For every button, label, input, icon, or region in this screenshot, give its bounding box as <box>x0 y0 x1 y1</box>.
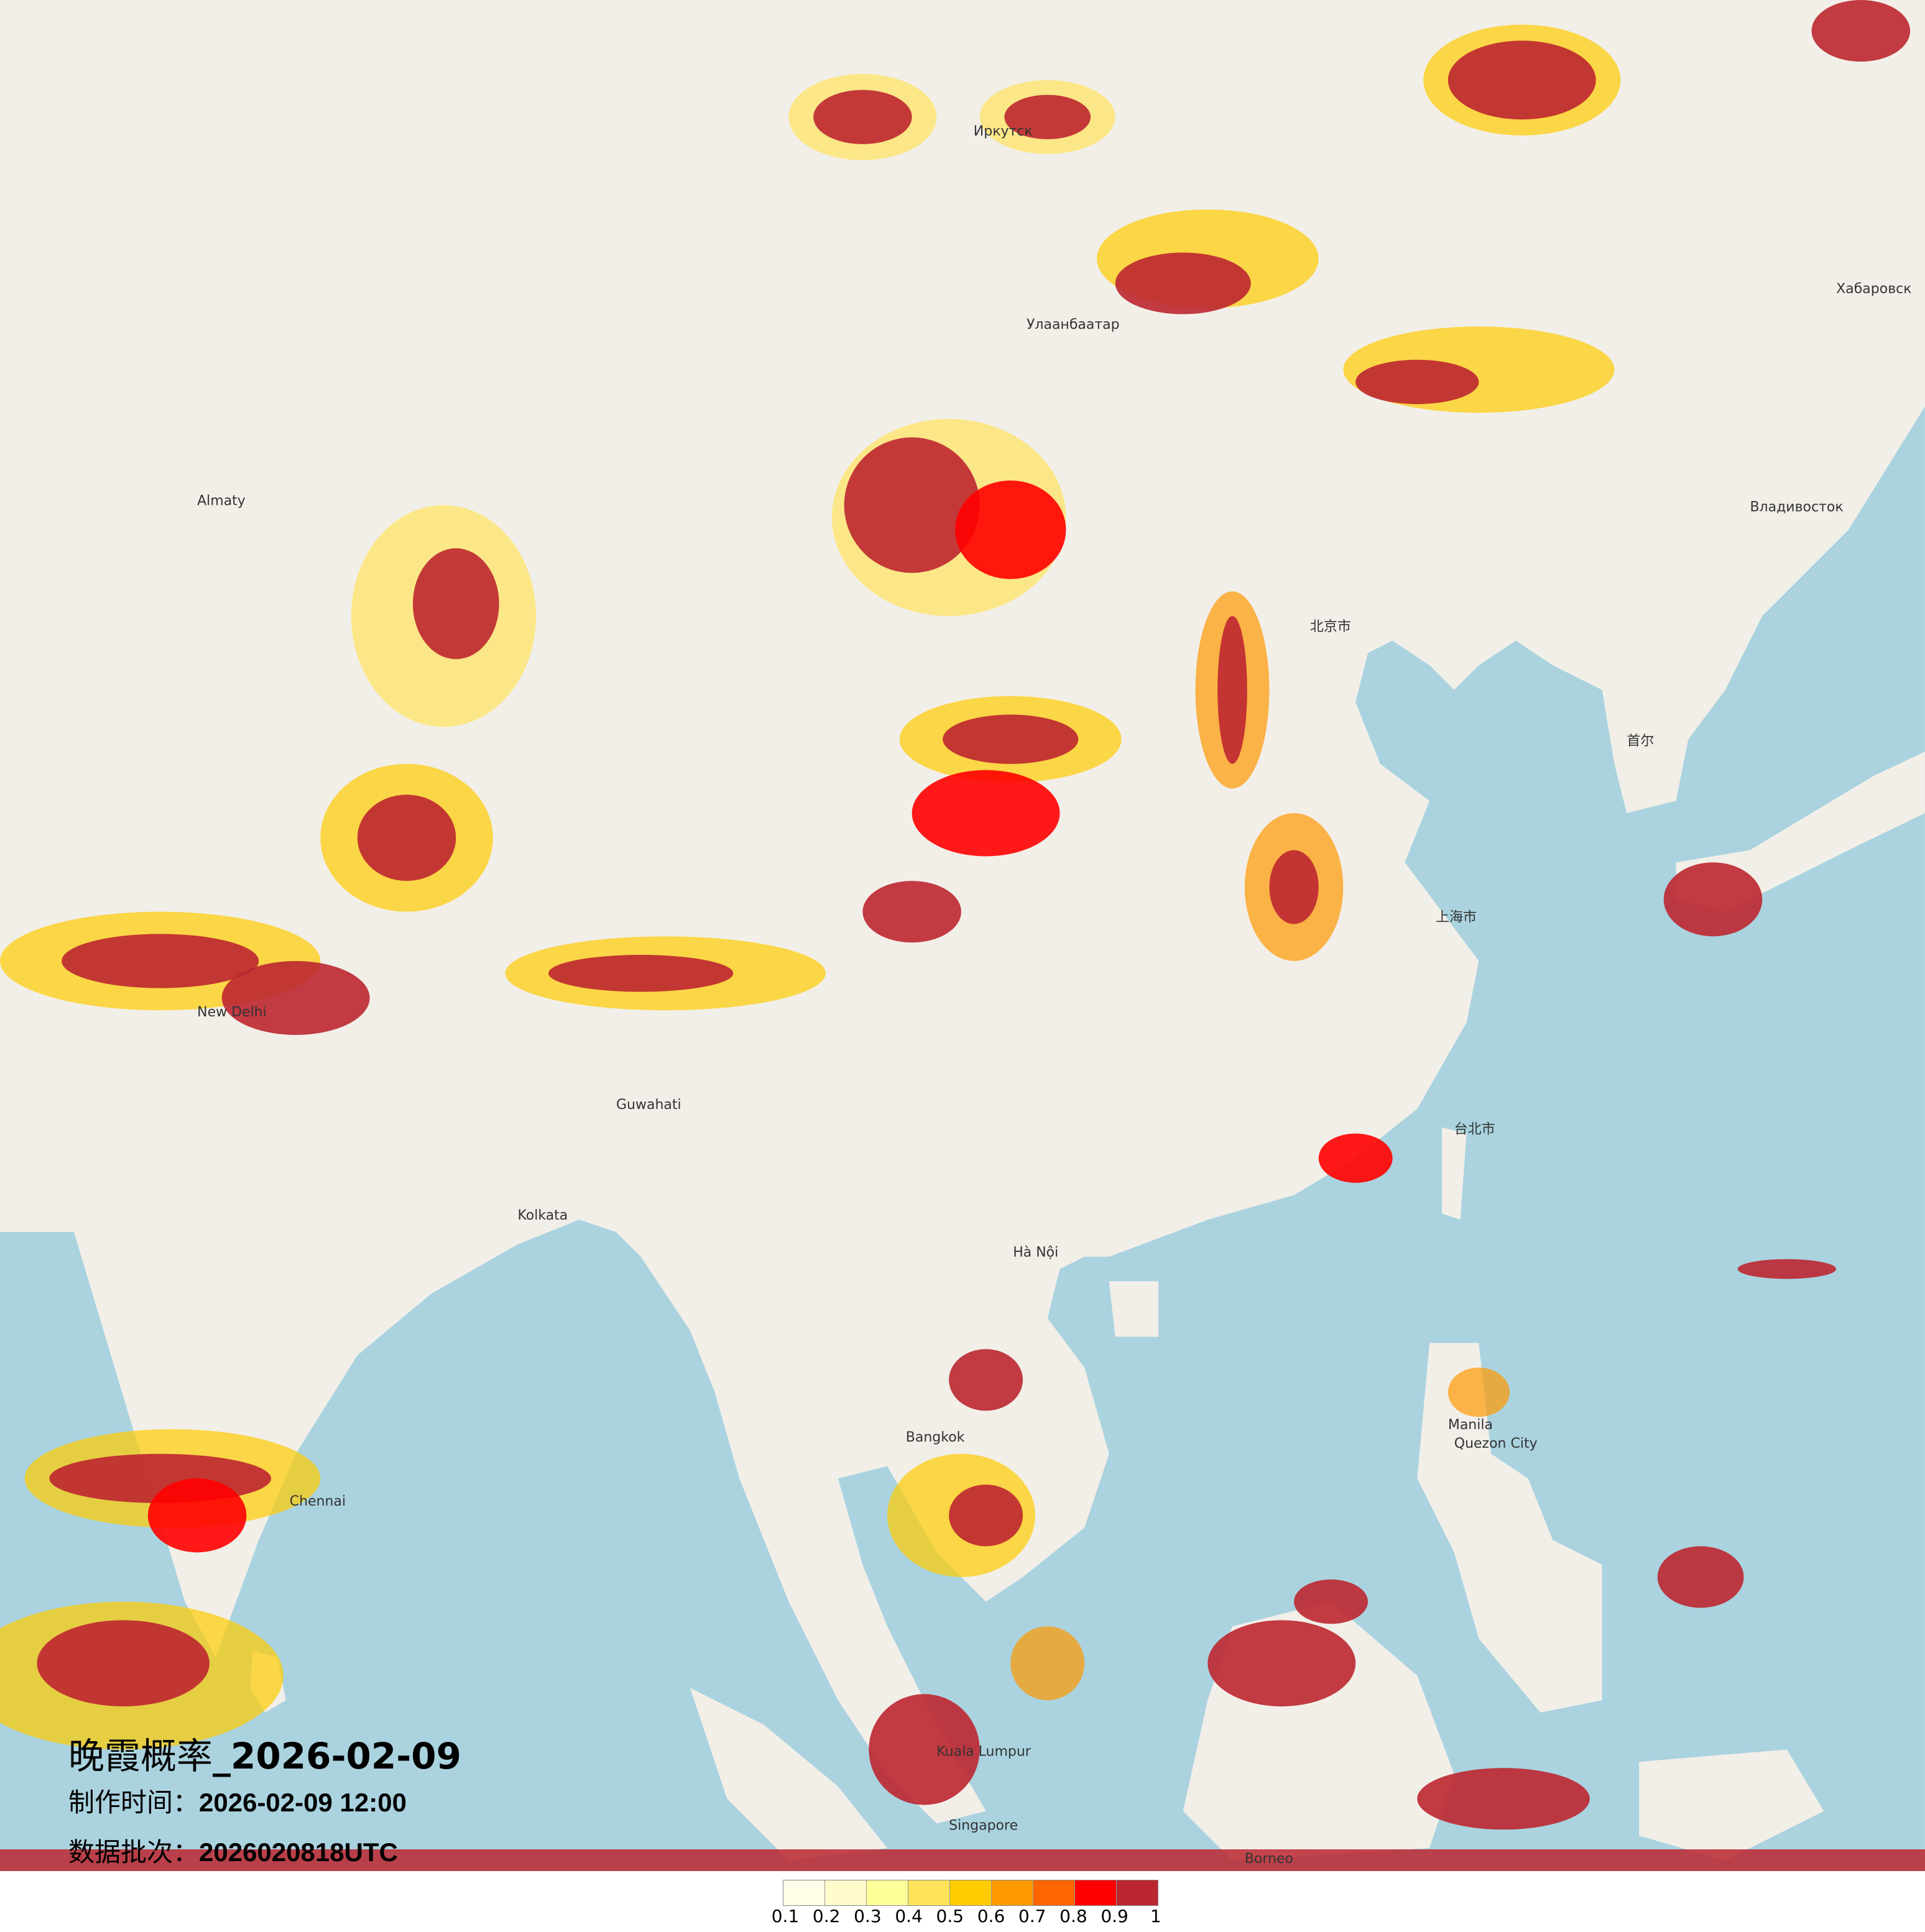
legend-tick-label: 0.1 <box>771 1906 800 1926</box>
probability-area <box>1355 359 1479 405</box>
probability-area <box>1737 1259 1837 1279</box>
data-batch-value: 2026020818UTC <box>199 1838 398 1867</box>
place-label: 上海市 <box>1436 910 1477 926</box>
probability-area <box>949 1349 1023 1411</box>
place-label: Guwahati <box>616 1097 681 1113</box>
legend-tick-label: 0.9 <box>1101 1906 1129 1926</box>
legend-tick-label: 0.5 <box>936 1906 964 1926</box>
color-legend <box>783 1880 1158 1906</box>
legend-swatch <box>867 1880 908 1905</box>
probability-area <box>1217 616 1247 764</box>
probability-area <box>862 881 961 943</box>
place-label: Bangkok <box>906 1430 965 1445</box>
place-label: Улаанбаатар <box>1027 317 1120 333</box>
production-time: 制作时间：2026-02-09 12:00 <box>68 1778 461 1828</box>
place-label: Quezon City <box>1454 1436 1538 1451</box>
probability-area <box>844 437 980 573</box>
probability-area <box>548 955 734 992</box>
legend-swatch <box>950 1880 992 1905</box>
probability-area <box>1447 1368 1510 1417</box>
legend-swatch <box>992 1880 1033 1905</box>
place-label: New Delhi <box>197 1005 267 1020</box>
probability-area <box>1010 1626 1085 1701</box>
legend-tick-label: 0.7 <box>1018 1906 1046 1926</box>
legend-swatch <box>1117 1880 1158 1905</box>
probability-area <box>1115 252 1251 315</box>
probability-area <box>912 770 1060 857</box>
probability-area <box>955 480 1066 579</box>
legend-tick-label: 0.2 <box>812 1906 841 1926</box>
probability-area <box>943 714 1079 764</box>
legend-ticks: 0.1 0.2 0.3 0.4 0.5 0.6 0.7 0.8 0.9 1 <box>772 1906 1161 1931</box>
title-prefix: 晚霞概率 <box>68 1735 213 1777</box>
probability-area <box>62 934 259 988</box>
probability-area <box>869 1694 980 1805</box>
legend-tick-label: 0.3 <box>854 1906 882 1926</box>
probability-area <box>1004 94 1091 139</box>
place-label: Kuala Lumpur <box>936 1744 1031 1759</box>
probability-area <box>147 1478 247 1553</box>
legend-swatch <box>825 1880 867 1905</box>
probability-area <box>357 794 456 881</box>
probability-area <box>1318 1133 1393 1183</box>
probability-area <box>37 1620 210 1707</box>
probability-area <box>221 960 370 1035</box>
legend-swatch <box>783 1880 825 1905</box>
probability-area <box>1417 1768 1590 1830</box>
probability-area <box>813 90 912 144</box>
probability-area <box>1811 0 1911 62</box>
data-batch-label: 数据批次： <box>68 1837 200 1867</box>
place-label: Chennai <box>290 1494 346 1509</box>
place-label: Владивосток <box>1750 500 1843 515</box>
legend-tick-label: 0.4 <box>895 1906 923 1926</box>
title-date: _2026-02-09 <box>213 1735 462 1777</box>
probability-area <box>1207 1620 1356 1707</box>
legend-swatch <box>908 1880 950 1905</box>
production-time-label: 制作时间： <box>68 1787 200 1818</box>
probability-area <box>1294 1579 1369 1624</box>
legend-tick-label: 0.6 <box>977 1906 1005 1926</box>
place-label: Hà Nội <box>1013 1245 1058 1261</box>
probability-band <box>0 1849 1925 1871</box>
legend-swatch <box>1075 1880 1117 1905</box>
place-label: Хабаровск <box>1836 282 1911 297</box>
probability-area <box>1663 862 1763 937</box>
place-label: Almaty <box>197 494 246 509</box>
place-label: 台北市 <box>1454 1121 1495 1137</box>
production-time-value: 2026-02-09 12:00 <box>199 1788 407 1817</box>
place-label: Manila <box>1448 1417 1493 1433</box>
probability-areas <box>0 0 1925 1871</box>
place-label: Kolkata <box>517 1208 568 1223</box>
legend-swatch <box>1033 1880 1075 1905</box>
map-title: 晚霞概率_2026-02-09 <box>68 1734 461 1778</box>
place-label: Borneo <box>1245 1851 1293 1867</box>
probability-area <box>1447 40 1596 120</box>
place-label: Иркутск <box>974 124 1033 139</box>
place-label: 首尔 <box>1627 734 1654 749</box>
legend-tick-label: 0.8 <box>1059 1906 1087 1926</box>
legend-tick-label: 1 <box>1150 1906 1161 1926</box>
data-batch: 数据批次：2026020818UTC <box>68 1828 461 1877</box>
probability-area <box>1269 850 1319 924</box>
probability-area <box>1657 1546 1744 1608</box>
place-label: Singapore <box>949 1818 1018 1833</box>
probability-area <box>949 1484 1023 1547</box>
place-label: 北京市 <box>1310 619 1351 635</box>
probability-area <box>412 548 499 660</box>
title-block: 晚霞概率_2026-02-09 制作时间：2026-02-09 12:00 数据… <box>68 1734 461 1877</box>
